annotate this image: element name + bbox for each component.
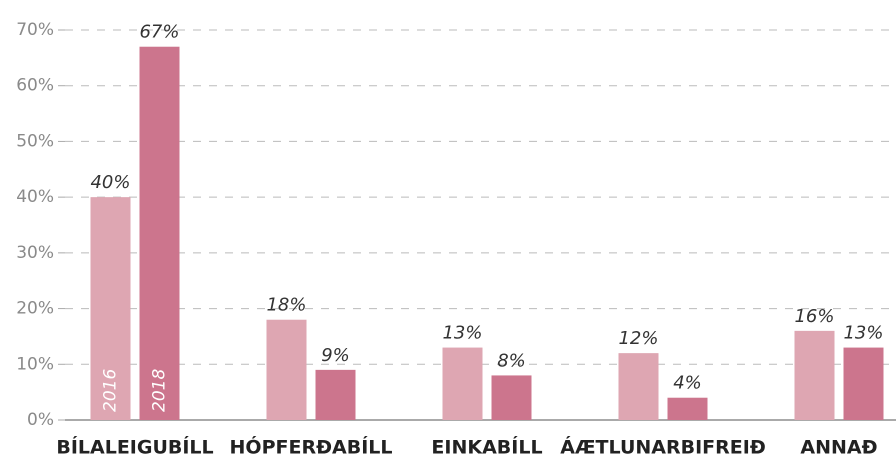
bar <box>667 397 708 420</box>
x-tick-label: BÍLALEIGUBÍLL <box>56 436 213 459</box>
x-tick-label: HÓPFERÐABÍLL <box>230 435 393 459</box>
bar <box>90 197 131 420</box>
y-tick-label: 60% <box>16 76 54 96</box>
y-tick-label: 0% <box>27 410 54 430</box>
value-label: 16% <box>794 306 834 327</box>
y-tick-label: 50% <box>16 131 54 151</box>
y-tick-label: 40% <box>16 187 54 207</box>
value-label: 40% <box>90 172 130 193</box>
y-tick-label: 10% <box>16 354 54 374</box>
bar <box>442 347 483 420</box>
y-tick-label: 30% <box>16 243 54 263</box>
y-tick-label: 70% <box>16 20 54 40</box>
value-label: 18% <box>266 295 306 316</box>
bar <box>491 375 532 420</box>
series-label: 2016 <box>101 369 121 412</box>
value-label: 9% <box>321 345 350 366</box>
bar <box>139 46 180 420</box>
bar <box>266 319 307 420</box>
x-tick-label: ÁÆTLUNARBIFREIÐ <box>560 436 766 459</box>
value-label: 8% <box>497 350 526 371</box>
x-tick-label: EINKABÍLL <box>431 436 542 459</box>
bar <box>315 369 356 420</box>
value-label: 13% <box>442 323 482 344</box>
bar <box>618 353 659 420</box>
series-label: 2018 <box>150 369 170 412</box>
value-label: 12% <box>618 328 658 349</box>
bar <box>843 347 884 420</box>
value-label: 67% <box>139 22 179 43</box>
x-tick-label: ANNAÐ <box>800 437 877 459</box>
value-label: 4% <box>673 373 702 394</box>
y-tick-label: 20% <box>16 299 54 319</box>
bar <box>794 330 835 420</box>
value-label: 13% <box>843 323 883 344</box>
